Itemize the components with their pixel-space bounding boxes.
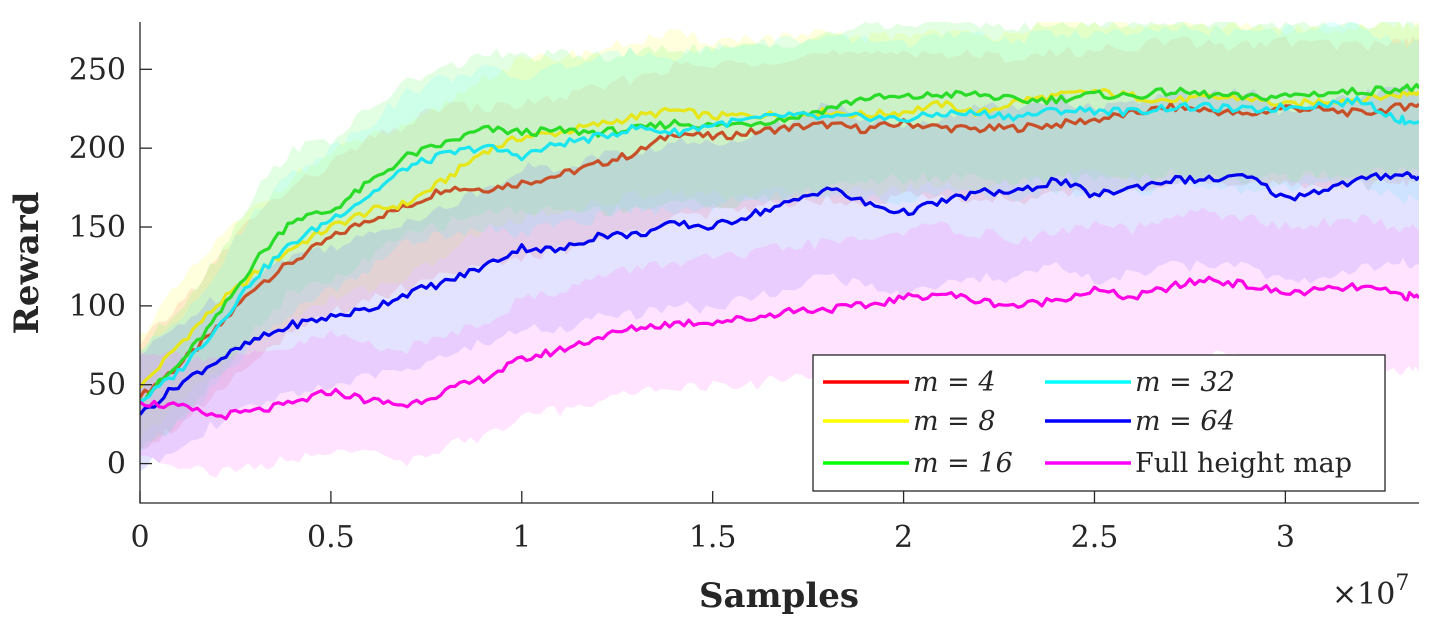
y-tick-label: 250 [69, 52, 126, 87]
legend-label: m = 64 [1135, 406, 1235, 437]
x-multiplier-base: ×10 [1332, 577, 1395, 612]
y-tick-label: 0 [107, 447, 126, 482]
band-m32 [140, 22, 1419, 451]
x-tick-label: 2 [894, 520, 913, 555]
x-tick-label: 0 [130, 520, 149, 555]
legend-label: m = 16 [913, 448, 1013, 479]
series-line-m32 [140, 95, 1419, 404]
band-m8 [140, 22, 1419, 440]
axes: 0 50 100 150 200 250 0 0.5 1 1.5 2 2.5 3 [69, 22, 1419, 555]
x-tick-label: 3 [1276, 520, 1295, 555]
legend-label: Full height map [1135, 448, 1352, 479]
y-tick-label: 150 [69, 210, 126, 245]
band-m16 [140, 22, 1419, 451]
legend-label: m = 32 [1135, 367, 1235, 398]
y-tick-label: 100 [69, 289, 126, 324]
confidence-bands [140, 22, 1419, 478]
series-line-full-height-map [140, 275, 1419, 421]
x-axis-title: Samples [699, 576, 859, 616]
legend-label: m = 4 [913, 367, 996, 398]
x-multiplier: ×107 [1332, 571, 1409, 612]
series-line-m16 [140, 83, 1419, 403]
legend: m = 4 m = 8 m = 16 m = 32 m = 64 Full height … [812, 354, 1386, 492]
y-tick-label: 200 [69, 131, 126, 166]
x-tick-label: 2.5 [1071, 520, 1119, 555]
band-full-height-map [140, 207, 1419, 478]
band-m64 [140, 84, 1419, 472]
legend-box [812, 354, 1386, 492]
mean-lines [140, 83, 1419, 421]
x-tick-label: 1 [512, 520, 531, 555]
x-tick-label: 1.5 [689, 520, 737, 555]
y-axis-title: Reward [7, 192, 47, 335]
series-line-m64 [140, 171, 1419, 416]
x-tick-label: 0.5 [307, 520, 355, 555]
series-line-m4 [140, 101, 1419, 399]
legend-label: m = 8 [913, 406, 996, 437]
x-multiplier-exponent: 7 [1395, 571, 1409, 596]
y-tick-label: 50 [88, 368, 126, 403]
